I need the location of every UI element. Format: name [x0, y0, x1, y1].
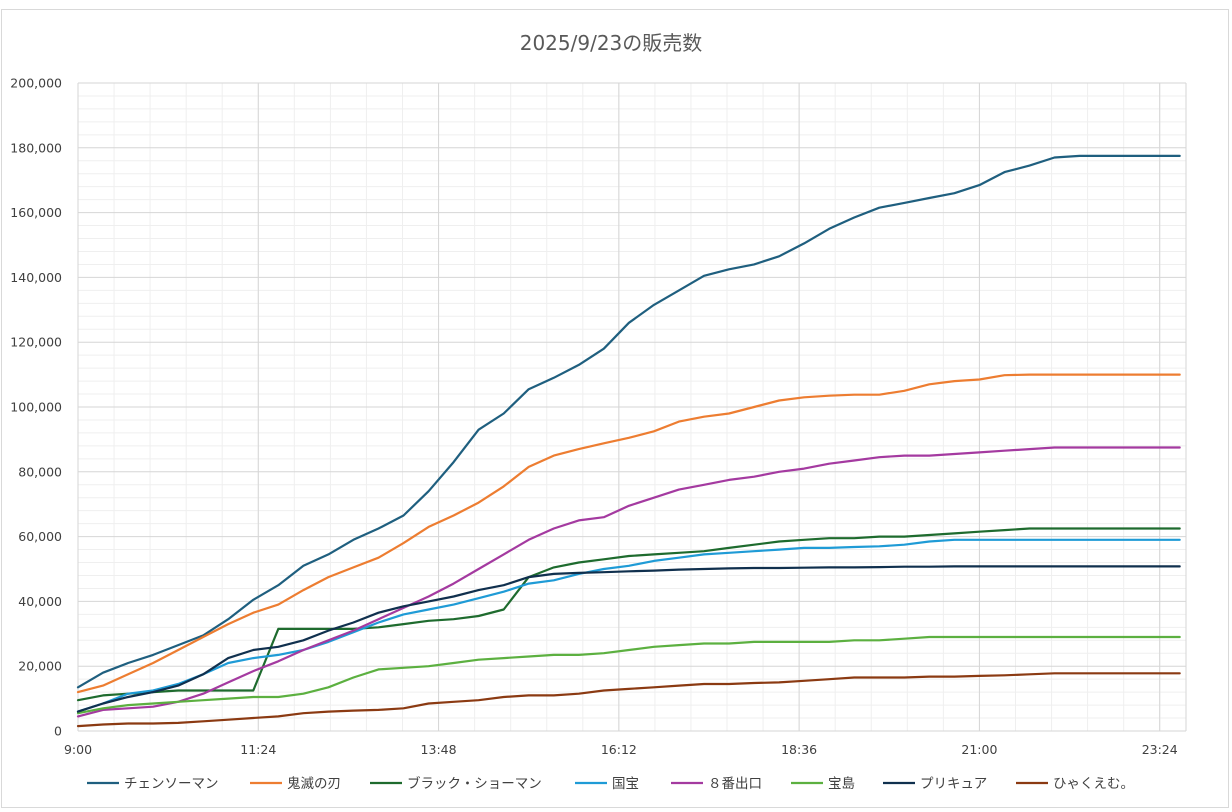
legend-label: 鬼滅の刃: [287, 776, 341, 792]
x-tick-label: 18:36: [781, 742, 817, 757]
legend-label: ひゃくえむ。: [1053, 776, 1134, 792]
x-tick-label: 11:24: [240, 742, 276, 757]
y-tick-label: 200,000: [10, 76, 62, 91]
legend-label: ブラック・ショーマン: [407, 775, 542, 792]
legend-item: ブラック・ショーマン: [370, 775, 542, 792]
y-tick-label: 160,000: [10, 205, 62, 220]
series-line-5: [76, 446, 1181, 718]
x-tick-label: 13:48: [421, 742, 457, 757]
x-tick-label: 16:12: [601, 742, 637, 757]
series-line-4: [76, 538, 1181, 713]
legend-label: プリキュア: [920, 776, 987, 792]
x-tick-label: 9:00: [64, 742, 92, 757]
legend-item: 宝島: [791, 776, 855, 792]
y-tick-label: 0: [54, 724, 62, 739]
legend-item: ８番出口: [671, 776, 762, 792]
series-line-1: [76, 154, 1181, 689]
series-line-3: [76, 527, 1181, 702]
y-tick-label: 40,000: [18, 594, 62, 609]
legend-item: 鬼滅の刃: [250, 776, 341, 792]
x-tick-label: 23:24: [1142, 742, 1178, 757]
legend-label: 宝島: [828, 776, 855, 792]
y-tick-label: 180,000: [10, 140, 62, 155]
legend-label: チェンソーマン: [124, 776, 219, 792]
y-tick-label: 80,000: [18, 464, 62, 479]
y-axis: 0 20,000 40,000 60,000 80,000 100,000 120,000 1…: [10, 76, 62, 739]
legend-label: ８番出口: [708, 776, 762, 792]
y-tick-label: 100,000: [10, 400, 62, 415]
y-tick-label: 120,000: [10, 335, 62, 350]
legend-item: ひゃくえむ。: [1016, 776, 1134, 792]
series-line-2: [76, 373, 1181, 694]
x-tick-label: 21:00: [961, 742, 997, 757]
series-line-8: [76, 672, 1181, 728]
chart-title: 2025/9/23の販売数: [520, 31, 703, 55]
gridlines: [77, 82, 1187, 732]
legend-item: 国宝: [575, 776, 639, 792]
legend-label: 国宝: [612, 776, 639, 792]
series-line-7: [76, 565, 1181, 713]
legend: チェンソーマン 鬼滅の刃 ブラック・ショーマン 国宝 ８番出口 宝島 プリキュア ひゃくえむ。: [87, 775, 1134, 792]
y-tick-label: 20,000: [18, 659, 62, 674]
series-line-6: [76, 635, 1181, 715]
y-tick-label: 140,000: [10, 270, 62, 285]
y-tick-label: 60,000: [18, 529, 62, 544]
plot-area-series: [76, 154, 1181, 728]
x-axis: 9:00 11:24 13:48 16:12 18:36 21:00 23:24: [64, 742, 1178, 757]
legend-item: プリキュア: [883, 776, 987, 792]
legend-item: チェンソーマン: [87, 776, 219, 792]
